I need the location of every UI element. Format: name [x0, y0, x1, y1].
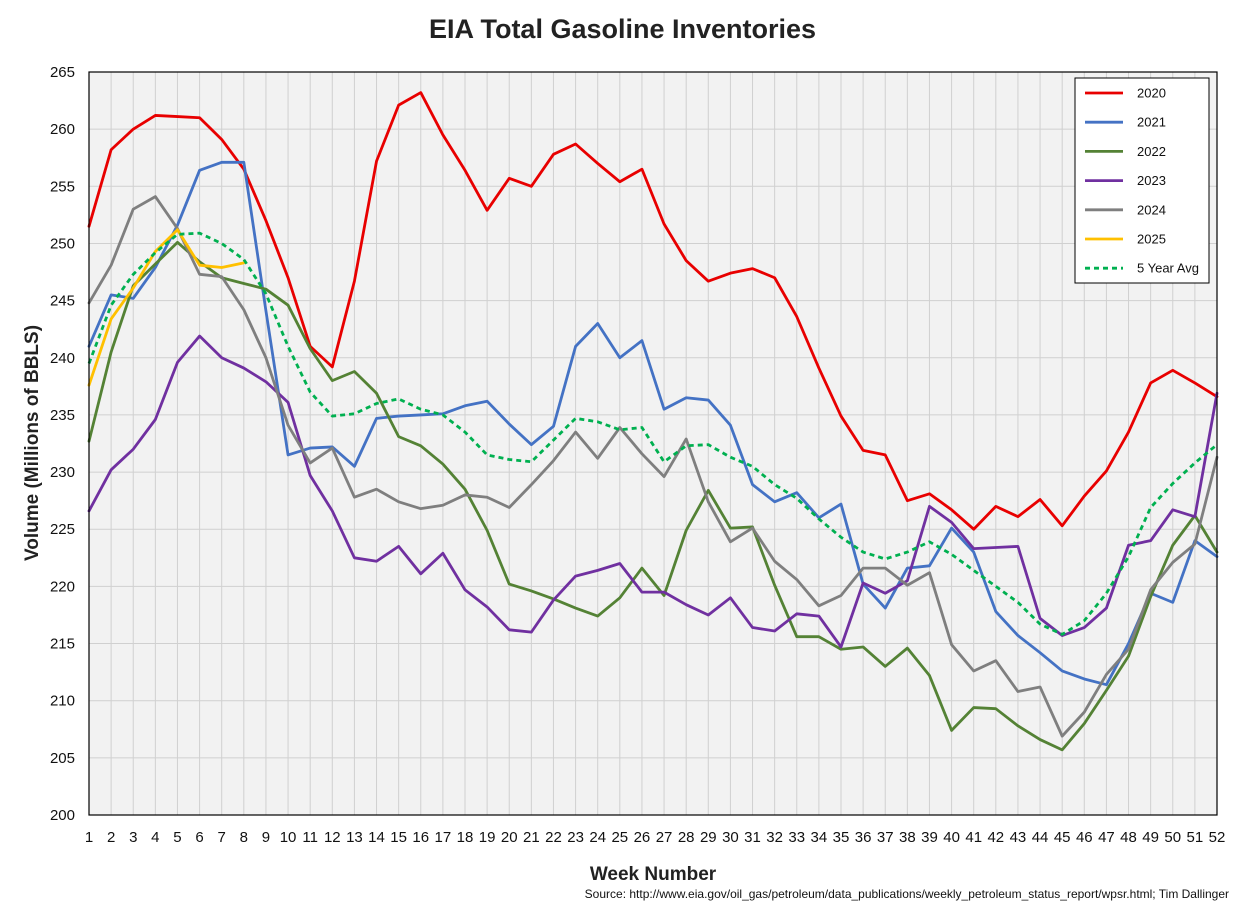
legend-entry: 2021	[1137, 115, 1166, 130]
x-tick-label: 50	[1164, 829, 1181, 846]
x-tick-label: 34	[811, 829, 828, 846]
legend: 2020 2021 2022 2023 2024 2025 5 Year Avg	[1074, 77, 1210, 284]
y-tick-label: 210	[50, 693, 75, 710]
x-tick-label: 44	[1032, 829, 1049, 846]
y-tick-label: 255	[50, 178, 75, 195]
x-tick-label: 32	[766, 829, 783, 846]
x-tick-label: 17	[435, 829, 452, 846]
x-tick-label: 10	[280, 829, 297, 846]
y-tick-label: 250	[50, 235, 75, 252]
x-tick-label: 20	[501, 829, 518, 846]
source-note: Source: http://www.eia.gov/oil_gas/petro…	[584, 887, 1229, 901]
x-tick-label: 1	[85, 829, 93, 846]
series-line-2021	[87, 160, 1219, 687]
series-line-2024	[87, 195, 1219, 738]
x-tick-label: 26	[634, 829, 651, 846]
x-tick-label: 40	[943, 829, 960, 846]
series-line-2020	[87, 91, 1219, 531]
y-tick-label: 235	[50, 407, 75, 424]
legend-entry: 2024	[1137, 202, 1166, 217]
y-tick-label: 205	[50, 750, 75, 767]
x-tick-label: 47	[1098, 829, 1115, 846]
x-tick-label: 6	[195, 829, 203, 846]
x-tick-label: 27	[656, 829, 673, 846]
y-tick-label: 240	[50, 350, 75, 367]
x-tick-label: 46	[1076, 829, 1093, 846]
y-tick-label: 230	[50, 464, 75, 481]
x-tick-label: 11	[302, 829, 318, 846]
x-tick-label: 7	[218, 829, 226, 846]
x-tick-label: 12	[324, 829, 341, 846]
x-tick-label: 14	[368, 829, 385, 846]
series-line-2022	[87, 240, 1219, 752]
x-tick-label: 28	[678, 829, 695, 846]
legend-entry: 2025	[1137, 232, 1166, 247]
x-tick-label: 36	[855, 829, 872, 846]
x-tick-label: 9	[262, 829, 270, 846]
x-tick-label: 24	[589, 829, 606, 846]
x-tick-label: 31	[744, 829, 761, 846]
x-tick-label: 49	[1142, 829, 1159, 846]
x-tick-label: 13	[346, 829, 363, 846]
x-tick-labels: 1 2 3 4 5 6 7 8 9 10 11 12 13 14 15 16 17 18 19 20 21 22 23 24 2…	[85, 829, 1226, 846]
x-tick-label: 30	[722, 829, 739, 846]
x-tick-label: 25	[611, 829, 628, 846]
x-tick-label: 51	[1187, 829, 1204, 846]
y-tick-label: 225	[50, 521, 75, 538]
x-tick-label: 8	[240, 829, 248, 846]
y-axis-label: Volume (Millions of BBLS)	[22, 324, 43, 562]
y-tick-label: 265	[50, 64, 75, 81]
y-tick-label: 260	[50, 121, 75, 138]
series-lines	[87, 91, 1219, 752]
x-tick-label: 23	[567, 829, 584, 846]
x-tick-label: 38	[899, 829, 916, 846]
x-tick-label: 18	[457, 829, 474, 846]
x-tick-label: 45	[1054, 829, 1071, 846]
legend-entry: 5 Year Avg	[1137, 261, 1199, 276]
series-line-2025	[87, 228, 246, 387]
x-tick-label: 19	[479, 829, 496, 846]
legend-entry: 2020	[1137, 86, 1166, 101]
x-tick-label: 37	[877, 829, 894, 846]
y-tick-label: 215	[50, 636, 75, 653]
series-line-5-year-avg	[87, 231, 1218, 636]
x-tick-label: 48	[1120, 829, 1137, 846]
x-tick-label: 21	[523, 829, 540, 846]
x-tick-label: 29	[700, 829, 717, 846]
x-tick-label: 5	[173, 829, 181, 846]
x-tick-label: 52	[1209, 829, 1226, 846]
x-tick-label: 43	[1010, 829, 1027, 846]
x-tick-label: 42	[987, 829, 1004, 846]
chart-title: EIA Total Gasoline Inventories	[428, 14, 817, 44]
x-tick-label: 22	[545, 829, 562, 846]
y-tick-label: 200	[50, 807, 75, 824]
y-tick-labels: 200 205 210 215 220 225 230 235 240 245 250 255 260 2…	[50, 64, 75, 824]
x-tick-label: 4	[151, 829, 159, 846]
legend-entry: 2023	[1137, 173, 1166, 188]
x-tick-label: 33	[788, 829, 805, 846]
x-tick-label: 15	[390, 829, 407, 846]
x-tick-label: 16	[412, 829, 429, 846]
x-tick-label: 41	[965, 829, 982, 846]
legend-entry: 2022	[1137, 144, 1166, 159]
x-axis-label: Week Number	[589, 864, 717, 885]
x-tick-label: 3	[129, 829, 137, 846]
plot-area-border	[88, 71, 1218, 816]
x-tick-label: 35	[833, 829, 850, 846]
x-tick-label: 2	[107, 829, 115, 846]
y-tick-label: 245	[50, 293, 75, 310]
x-tick-label: 39	[921, 829, 938, 846]
y-tick-label: 220	[50, 578, 75, 595]
